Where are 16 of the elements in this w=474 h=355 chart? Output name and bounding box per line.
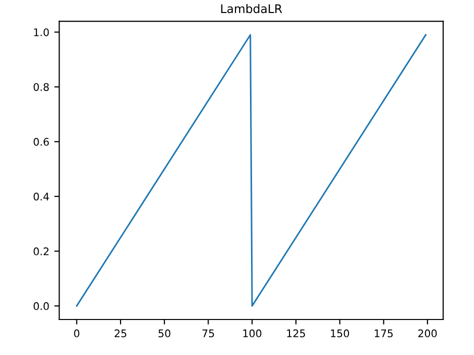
y-tick-label: 0.8 xyxy=(34,83,49,91)
y-tick-label: 0.0 xyxy=(34,302,49,310)
x-tick-label: 25 xyxy=(114,329,126,338)
chart-title: LambdaLR xyxy=(221,4,282,14)
x-tick-label: 0 xyxy=(74,329,80,338)
x-tick-label: 50 xyxy=(158,329,170,338)
y-tick-label: 0.6 xyxy=(34,138,49,146)
y-tick-label: 1.0 xyxy=(34,28,49,36)
y-tick-label: 0.4 xyxy=(34,192,49,201)
x-tick-label: 150 xyxy=(330,329,350,338)
x-tick-label: 125 xyxy=(287,329,305,338)
x-tick-label: 175 xyxy=(374,330,393,338)
x-tick-label: 100 xyxy=(243,329,262,338)
x-tick-label: 75 xyxy=(202,330,214,338)
y-tick-label: 0.2 xyxy=(34,247,48,256)
x-tick-label: 200 xyxy=(418,329,437,338)
